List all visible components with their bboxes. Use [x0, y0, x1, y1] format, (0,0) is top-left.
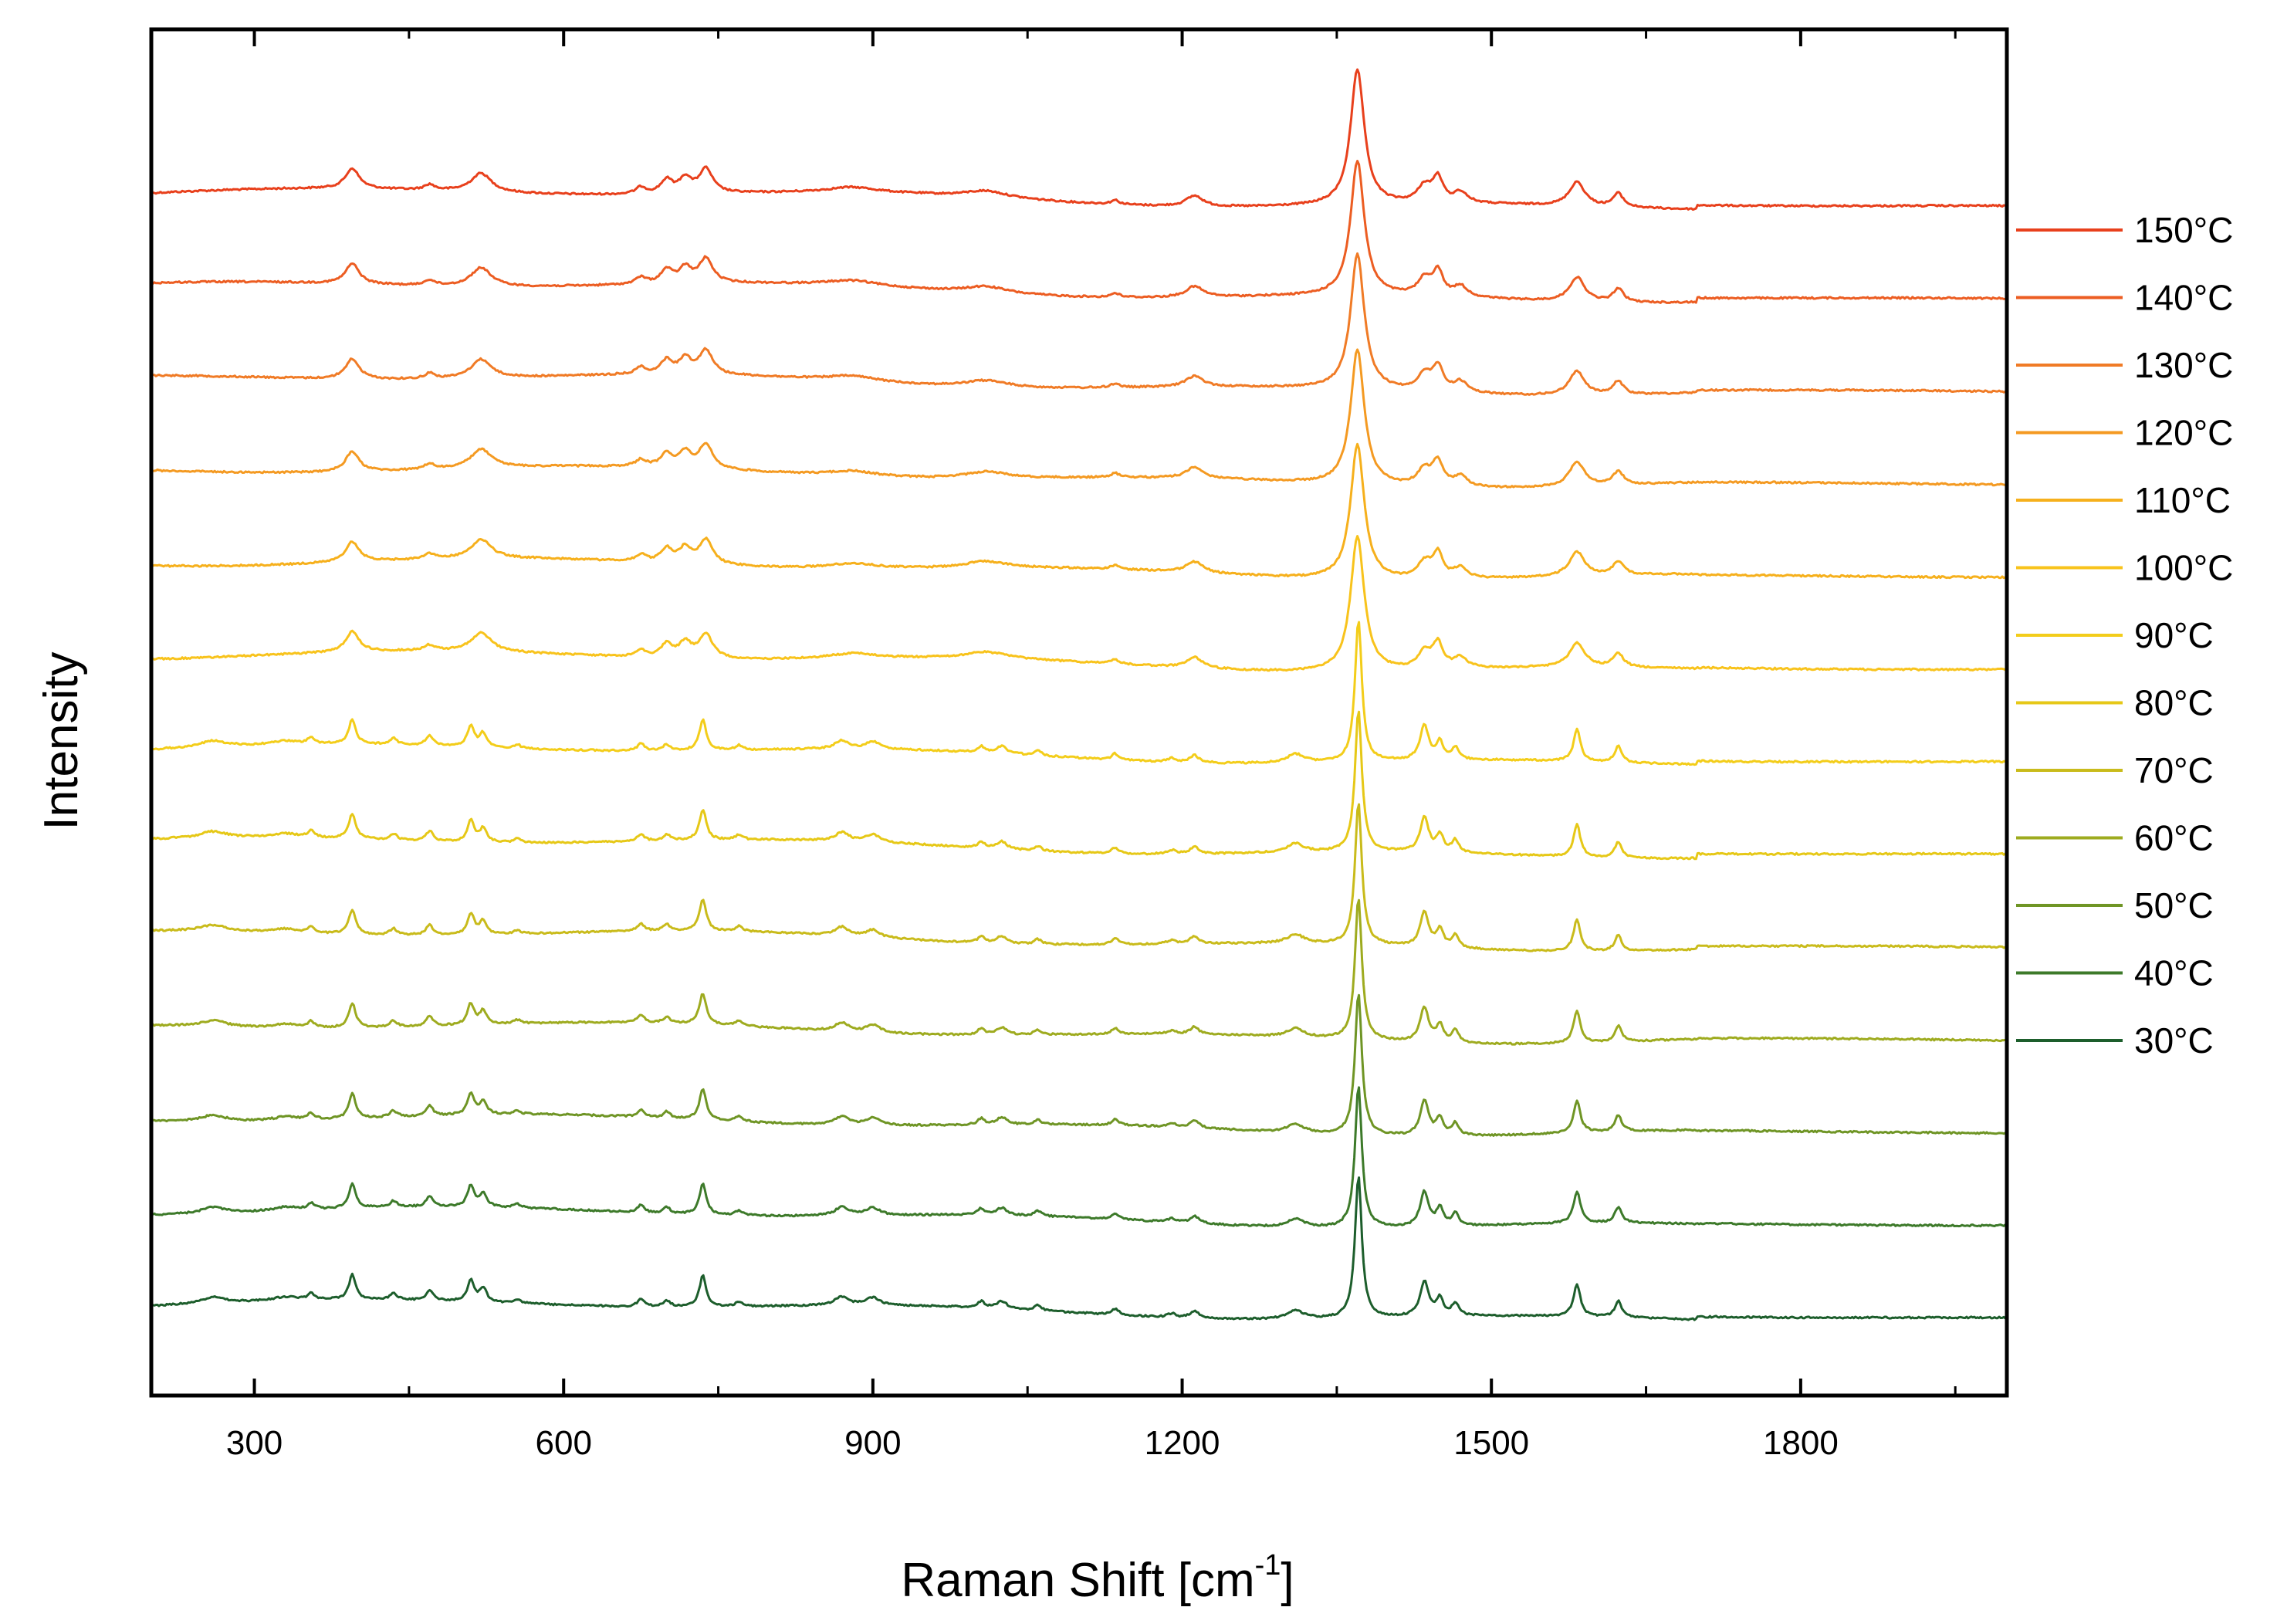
spectrum-line-130 [151, 252, 2008, 396]
x-axis-ticks: 300 600 900 1200 1500 1800 [226, 29, 1957, 1462]
legend-label-140: 140°C [2134, 278, 2233, 318]
spectrum-line-60 [151, 898, 2008, 1046]
legend-label-150: 150°C [2134, 210, 2233, 250]
spectrum-line-90 [151, 621, 2008, 766]
legend: 150°C 140°C 130°C 120°C 110°C 100°C 90°C 80°C 70… [2016, 210, 2233, 1061]
legend-label-90: 90°C [2134, 615, 2214, 655]
spectrum-line-50 [151, 993, 2008, 1137]
spectrum-line-110 [151, 442, 2008, 580]
spectrum-line-150 [151, 68, 2008, 211]
legend-label-120: 120°C [2134, 413, 2233, 453]
x-tick-label: 1200 [1145, 1424, 1220, 1462]
spectrum-traces [150, 68, 2008, 1321]
spectrum-line-30 [151, 1176, 2008, 1321]
spectrum-line-70 [151, 803, 2008, 952]
x-tick-label: 1800 [1763, 1424, 1839, 1462]
legend-label-80: 80°C [2134, 683, 2214, 723]
legend-label-30: 30°C [2134, 1020, 2214, 1061]
x-tick-label: 1500 [1453, 1424, 1529, 1462]
legend-label-70: 70°C [2134, 750, 2214, 790]
x-axis-title-suffix: ] [1281, 1554, 1294, 1607]
x-axis-title-superscript: -1 [1255, 1549, 1281, 1582]
legend-label-60: 60°C [2134, 818, 2214, 858]
spectrum-line-120 [151, 348, 2008, 489]
legend-label-50: 50°C [2134, 885, 2214, 925]
y-axis-title: Intensity [35, 652, 88, 831]
spectrum-line-140 [150, 160, 2008, 304]
plot-frame [149, 27, 2009, 1398]
legend-label-100: 100°C [2134, 548, 2233, 588]
x-tick-label: 900 [844, 1424, 901, 1462]
x-axis-title-main: Raman Shift [cm [901, 1554, 1254, 1607]
legend-label-40: 40°C [2134, 953, 2214, 993]
x-axis-title: Raman Shift [cm-1] [901, 1549, 1294, 1607]
spectrum-line-40 [151, 1086, 2008, 1228]
legend-label-130: 130°C [2134, 345, 2233, 385]
spectrum-line-100 [151, 535, 2008, 672]
spectrum-line-80 [151, 710, 2008, 861]
x-tick-label: 600 [536, 1424, 592, 1462]
x-tick-label: 300 [226, 1424, 283, 1462]
legend-label-110: 110°C [2134, 480, 2231, 520]
